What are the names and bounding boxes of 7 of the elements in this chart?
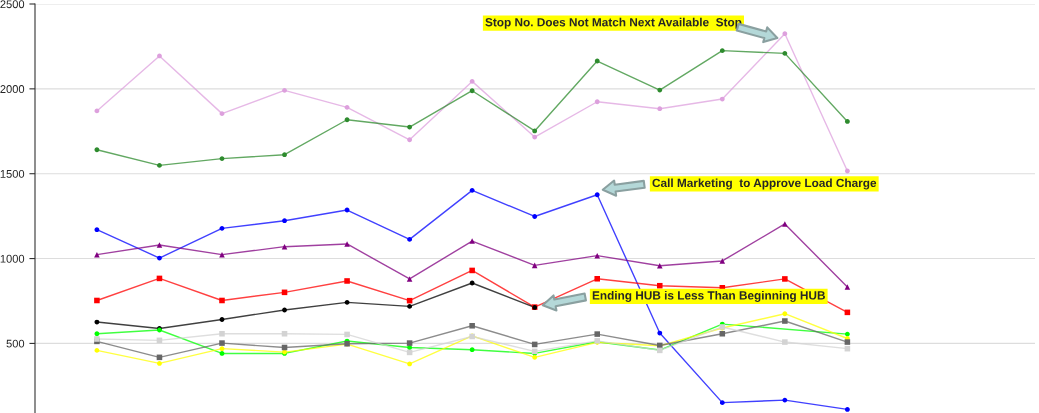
y-tick-label: 2500 bbox=[0, 0, 25, 9]
y-tick-label: 1500 bbox=[0, 169, 25, 178]
y-tick-label: 500 bbox=[6, 339, 25, 348]
y-tick-label: 2000 bbox=[0, 85, 25, 93]
annotation: Ending HUB is Less Than Beginning HUB bbox=[592, 290, 825, 302]
annotation: Call Marketing to Approve Load Charge bbox=[652, 178, 877, 190]
y-tick-label: 1000 bbox=[0, 254, 25, 263]
